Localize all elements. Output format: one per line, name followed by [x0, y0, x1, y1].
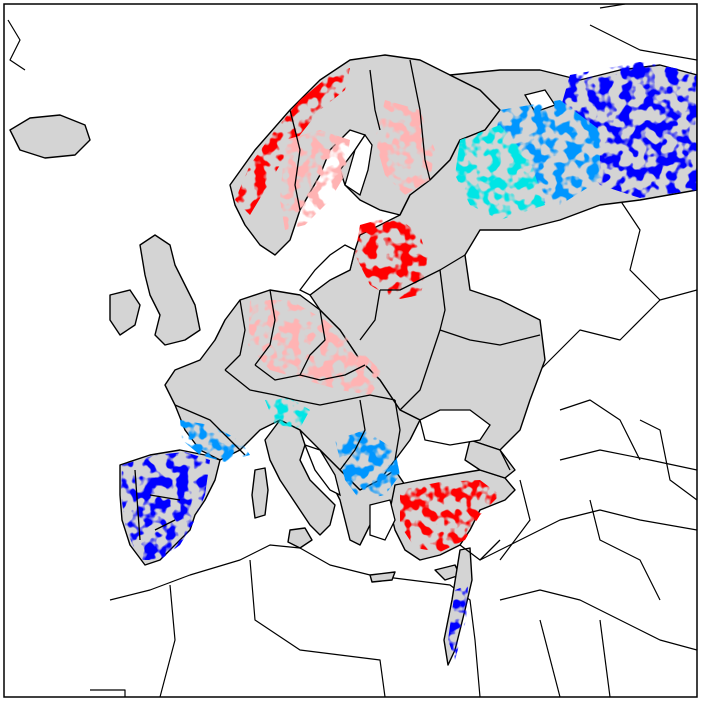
- trend-patch-baltics-belarus: [355, 215, 430, 300]
- ireland: [109, 289, 141, 336]
- trend-patches: [121, 62, 697, 660]
- outside-region-outlines: [7, 4, 697, 697]
- trend-patch-balkans: [335, 430, 400, 500]
- trend-patch-turkey-anatolia: [400, 480, 500, 552]
- country-borders: [134, 59, 541, 561]
- trend-patch-southern-france: [180, 420, 250, 462]
- sardinia-corsica: [251, 467, 269, 519]
- trend-patch-central-europe: [248, 300, 385, 395]
- trend-patch-italy-north: [265, 398, 310, 428]
- baltic-sea: [299, 244, 356, 296]
- adriatic-sea: [303, 443, 341, 497]
- black-sea: [419, 409, 491, 446]
- trend-patch-finland-south: [375, 100, 435, 195]
- trend-patch-levant: [448, 585, 468, 660]
- sicily: [287, 527, 313, 549]
- italian-peninsula: [264, 419, 336, 536]
- map-frame-border: [3, 3, 698, 698]
- gulf-of-bothnia: [344, 133, 373, 197]
- crete: [369, 571, 396, 583]
- great-britain: [139, 234, 201, 346]
- trend-patch-russia-northwest: [455, 125, 545, 220]
- trend-patch-scandinavia-interior: [280, 130, 350, 230]
- aegean-sea: [369, 499, 396, 541]
- iceland: [9, 114, 91, 159]
- trend-patch-iberia: [121, 452, 210, 560]
